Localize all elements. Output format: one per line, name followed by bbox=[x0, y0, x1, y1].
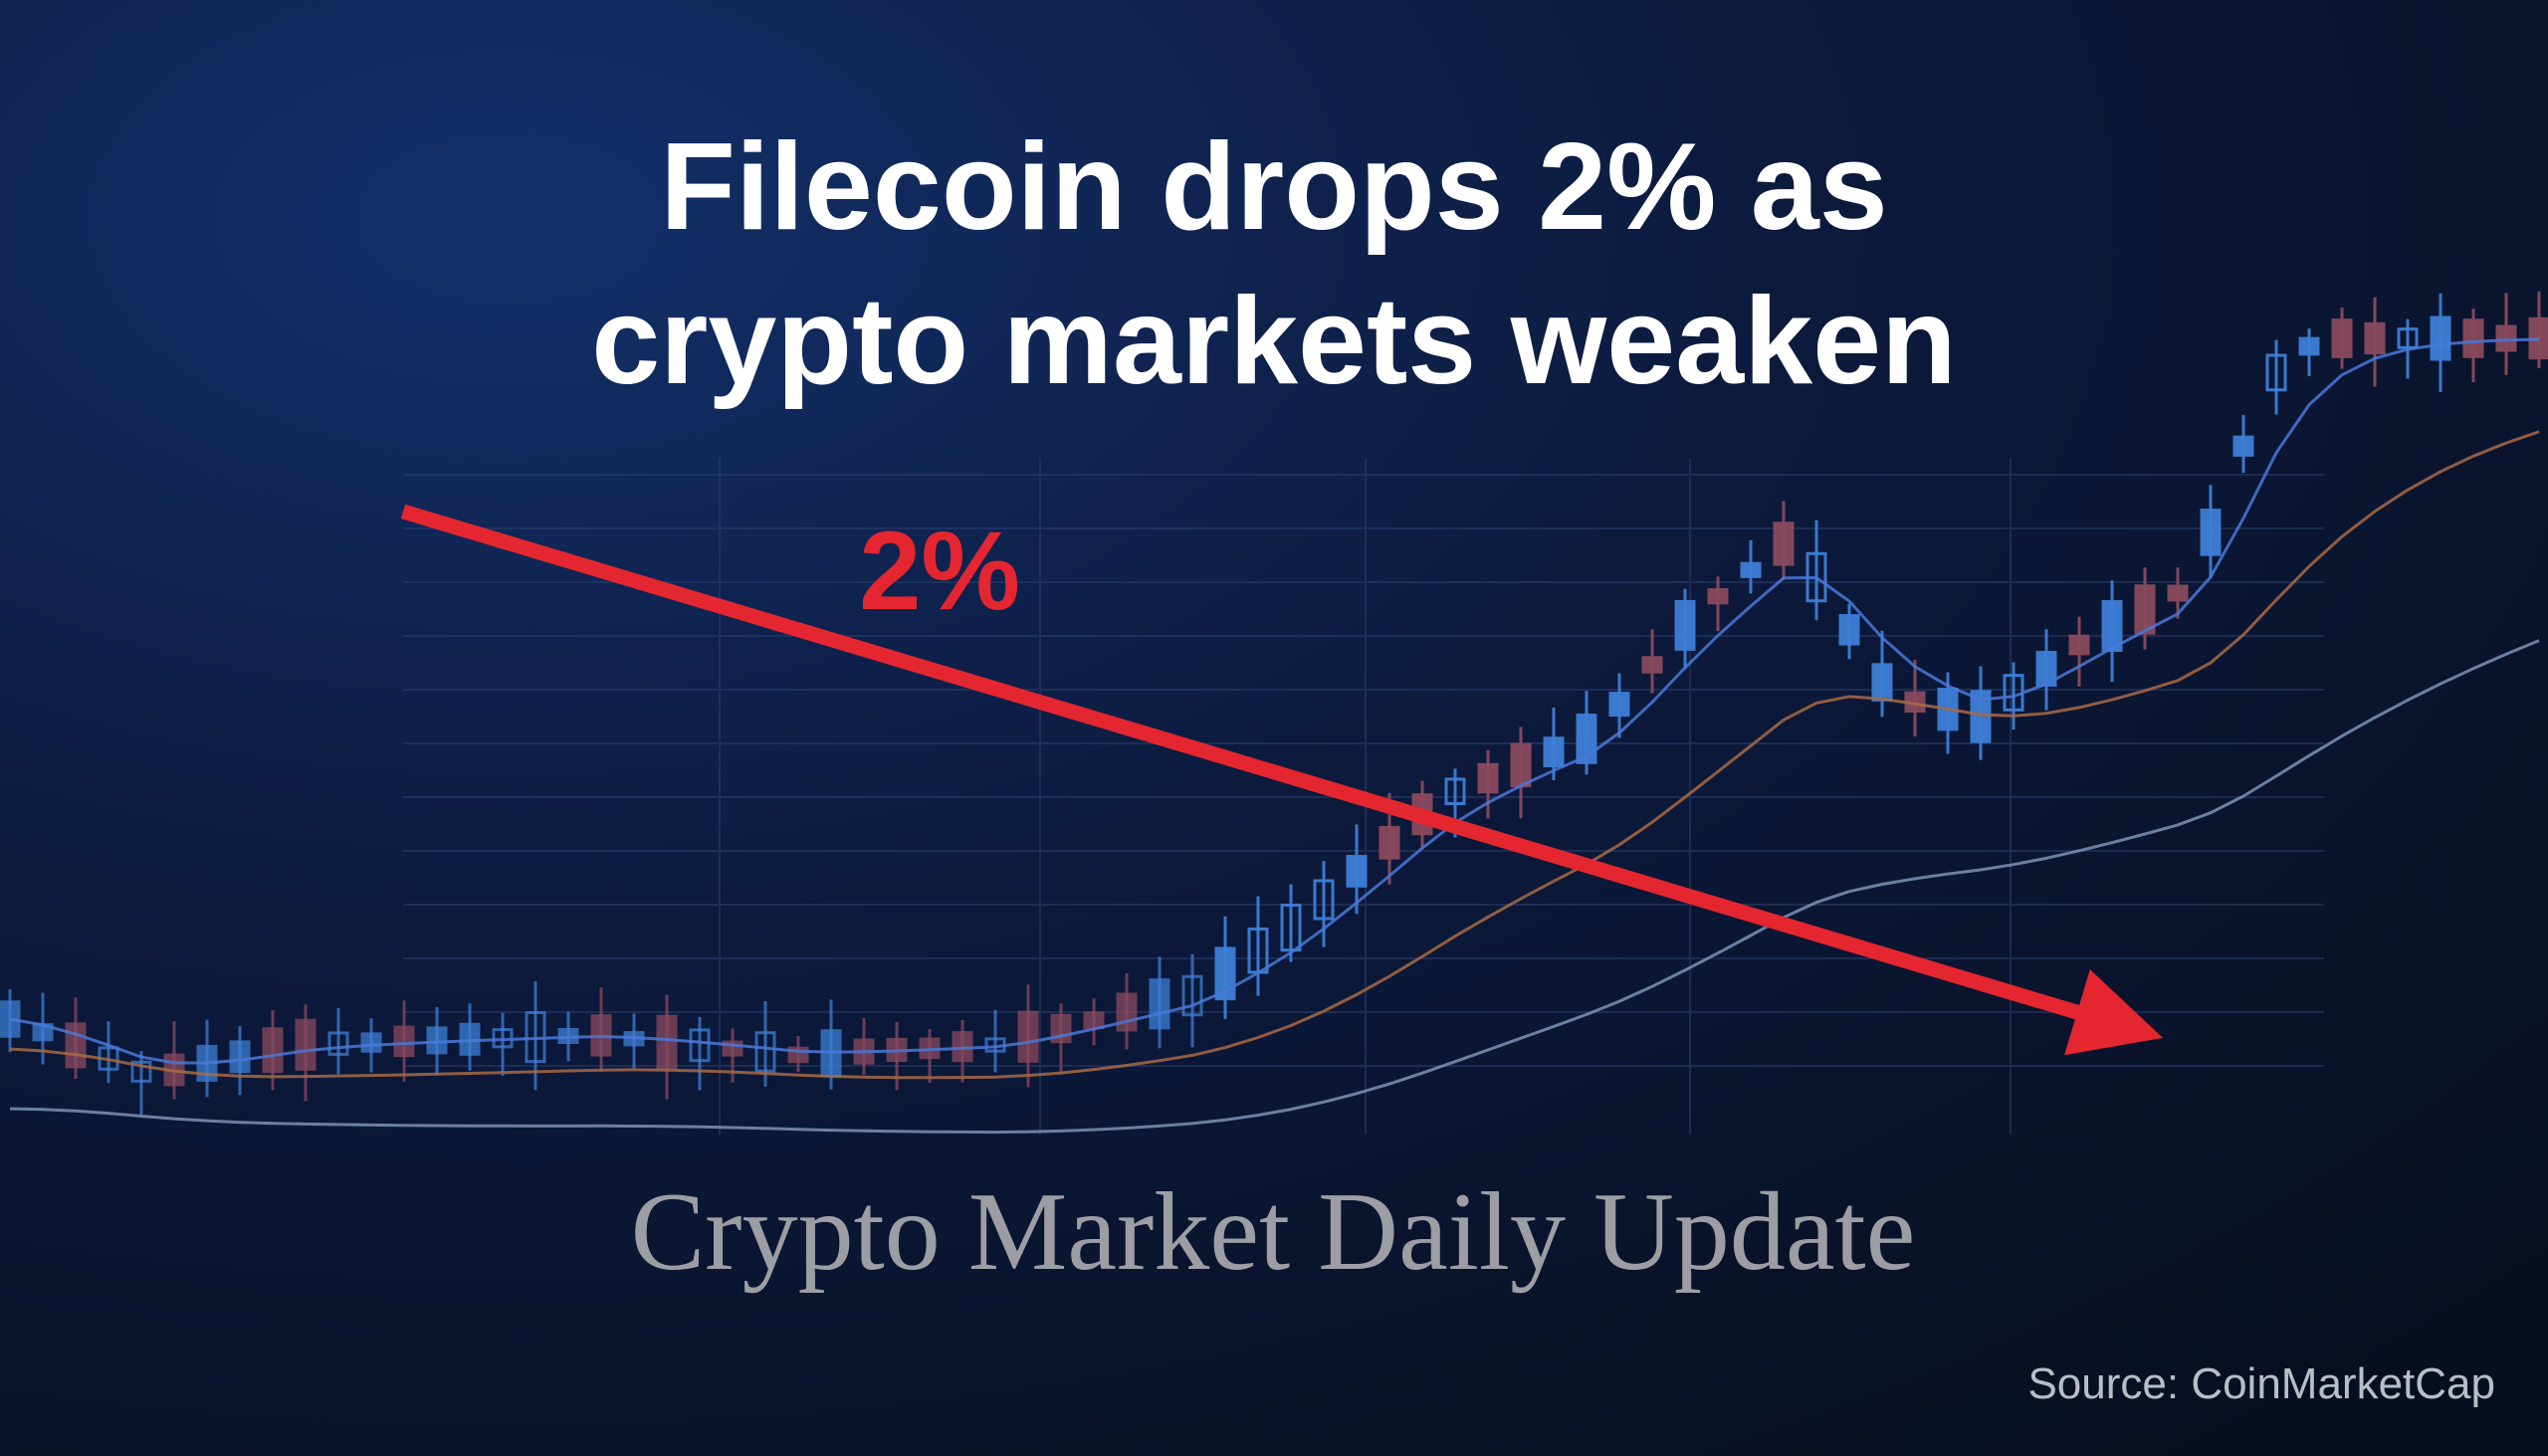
candle-body bbox=[1149, 978, 1170, 1030]
candle-body bbox=[1740, 561, 1762, 578]
candle-body bbox=[1346, 855, 1368, 888]
candle-body bbox=[1510, 742, 1532, 788]
ma-line bbox=[9, 430, 2540, 1080]
candle-body bbox=[1444, 777, 1466, 805]
candle-body bbox=[2200, 509, 2222, 556]
candle-body bbox=[1773, 521, 1795, 566]
candle-body bbox=[2167, 584, 2189, 602]
candle-body bbox=[2495, 324, 2517, 352]
moving-averages bbox=[9, 337, 2540, 1135]
candle-body bbox=[1017, 1010, 1039, 1063]
candle-body bbox=[2265, 353, 2287, 392]
title-line: crypto markets weaken bbox=[591, 273, 1957, 410]
candle-body bbox=[262, 1027, 284, 1074]
candle-body bbox=[1379, 825, 1400, 860]
candle-body bbox=[2101, 600, 2123, 652]
candle-body bbox=[1608, 692, 1630, 718]
candle-body bbox=[2068, 634, 2090, 656]
candle-body bbox=[393, 1025, 415, 1058]
candle-body bbox=[1477, 762, 1499, 794]
candle-body bbox=[1871, 663, 1893, 702]
candle-body bbox=[2462, 318, 2484, 358]
title-line: Filecoin drops 2% as bbox=[660, 118, 1887, 256]
candle-body bbox=[295, 1018, 317, 1071]
annotation: 2% bbox=[859, 509, 1020, 633]
candle-body bbox=[1970, 690, 1992, 743]
source: Source: CoinMarketCap bbox=[2027, 1359, 2495, 1408]
candle-body bbox=[1181, 974, 1203, 1017]
candle-body bbox=[130, 1060, 152, 1083]
candle-body bbox=[2331, 318, 2353, 358]
subtitle: Crypto Market Daily Update bbox=[631, 1170, 1916, 1294]
candle-body bbox=[1116, 992, 1138, 1032]
trend-arrow bbox=[400, 504, 2164, 1056]
candle-body bbox=[754, 1031, 776, 1073]
candle-body bbox=[1707, 588, 1729, 605]
candle-body bbox=[656, 1014, 678, 1070]
ma-line bbox=[9, 337, 2540, 1065]
candle-body bbox=[2298, 336, 2320, 356]
ma-line bbox=[9, 639, 2540, 1135]
candle-body bbox=[689, 1028, 711, 1063]
candle-body bbox=[1083, 1011, 1105, 1030]
candle-body bbox=[2430, 315, 2451, 361]
candle-body bbox=[1543, 736, 1565, 768]
candle-body bbox=[2134, 584, 2156, 635]
candle-body bbox=[229, 1040, 251, 1074]
candle-body bbox=[360, 1032, 382, 1053]
candle-body bbox=[2232, 435, 2254, 457]
candle-body bbox=[1641, 656, 1663, 674]
candle-body bbox=[1214, 946, 1236, 1001]
candle-body bbox=[1576, 714, 1597, 764]
candle-body bbox=[65, 1022, 87, 1069]
candle-body bbox=[1674, 599, 1696, 651]
candle-body bbox=[1838, 614, 1860, 646]
candle-body bbox=[327, 1031, 349, 1056]
candle-body bbox=[2397, 327, 2419, 349]
candle-body bbox=[2364, 321, 2386, 355]
candle-body bbox=[1280, 904, 1302, 952]
candle-body bbox=[1313, 879, 1335, 921]
